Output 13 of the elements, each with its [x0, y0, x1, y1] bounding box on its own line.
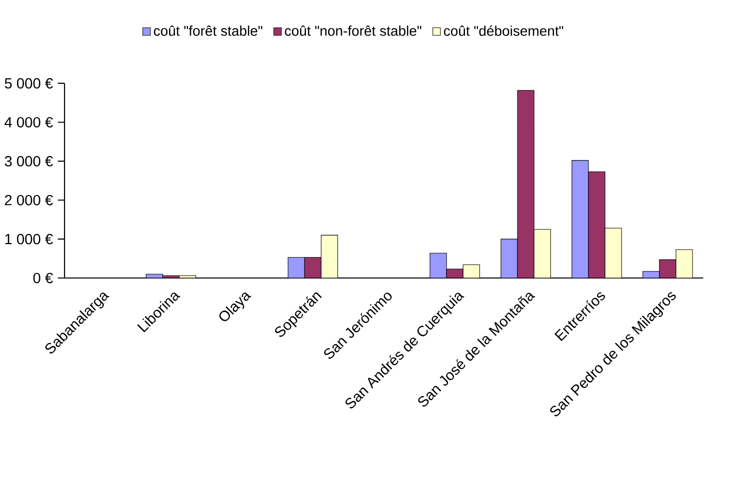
- legend-label: coût "forêt stable": [154, 25, 262, 36]
- bar: [572, 160, 589, 278]
- y-tick-label: 2 000 €: [4, 194, 53, 206]
- y-tick-label: 5 000 €: [4, 78, 53, 89]
- legend-label: coût "non-forêt stable": [284, 25, 422, 36]
- y-tick-label: 1 000 €: [5, 234, 53, 244]
- y-tick-label: 4 000 €: [4, 117, 53, 128]
- bar: [288, 257, 305, 278]
- bar: [500, 238, 518, 278]
- y-tick-label: 0 €: [33, 272, 53, 284]
- legend-label: coût "déboisement": [444, 25, 564, 36]
- y-tick-label: 3 000 €: [4, 156, 53, 166]
- bar: [430, 252, 447, 278]
